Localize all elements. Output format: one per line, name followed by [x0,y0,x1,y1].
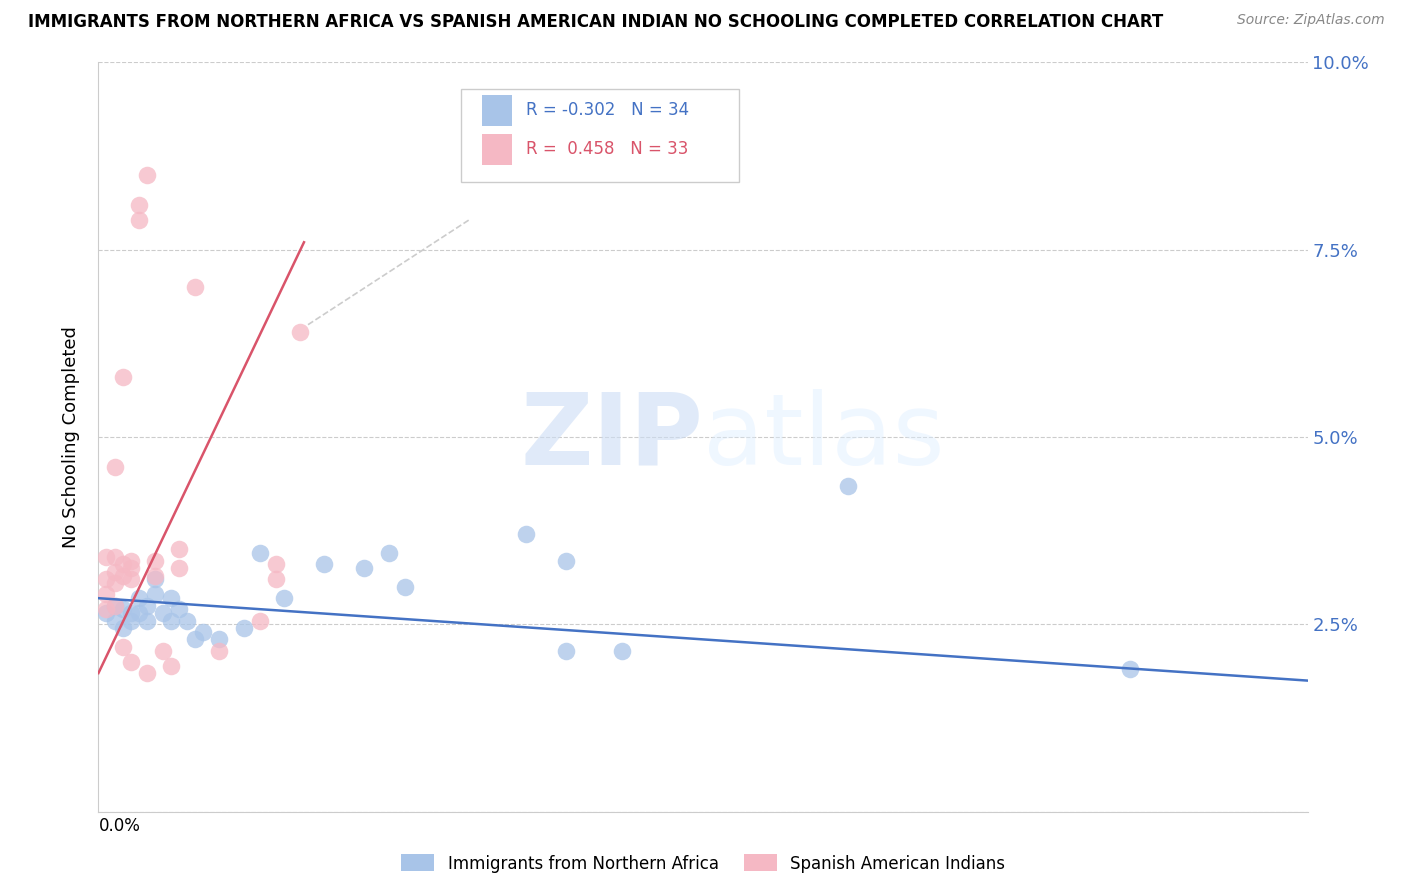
Point [111,602,134,616]
Point [96,602,118,616]
Point [120,655,142,669]
Point [111,558,134,572]
Point [1119,662,1142,676]
Text: R = -0.302   N = 34: R = -0.302 N = 34 [526,102,689,120]
Point [167,542,190,557]
Point [120,554,142,568]
Point [288,325,311,339]
Point [837,479,859,493]
Point [184,632,207,647]
Point [111,370,134,384]
Text: Source: ZipAtlas.com: Source: ZipAtlas.com [1237,13,1385,28]
Point [184,280,207,294]
Text: IMMIGRANTS FROM NORTHERN AFRICA VS SPANISH AMERICAN INDIAN NO SCHOOLING COMPLETE: IMMIGRANTS FROM NORTHERN AFRICA VS SPANI… [28,13,1163,31]
Point [555,554,578,568]
Point [135,168,157,182]
Point [103,599,125,613]
Point [249,546,271,560]
Point [103,549,125,564]
Point [167,602,190,616]
Point [120,561,142,575]
Point [103,614,125,628]
Point [152,606,174,620]
Point [120,573,142,587]
Point [273,591,295,606]
Point [128,606,150,620]
Point [264,573,287,587]
Point [96,549,118,564]
Point [128,198,150,212]
Point [249,614,271,628]
Point [555,643,578,657]
Point [152,643,174,657]
FancyBboxPatch shape [482,95,512,126]
Point [160,591,183,606]
Point [143,568,166,582]
Point [96,573,118,587]
Point [128,212,150,227]
Point [103,460,125,475]
Point [515,527,537,541]
Point [120,614,142,628]
Point [135,599,157,613]
Point [111,568,134,582]
Point [120,606,142,620]
Point [96,606,118,620]
Point [160,614,183,628]
Point [143,587,166,601]
FancyBboxPatch shape [482,134,512,165]
Point [394,580,416,594]
Text: 0.0%: 0.0% [98,817,141,835]
Point [377,546,399,560]
Point [103,576,125,591]
Text: atlas: atlas [703,389,945,485]
Point [128,591,150,606]
Point [160,658,183,673]
Point [143,554,166,568]
Point [353,561,375,575]
Point [232,621,254,635]
Point [103,565,125,579]
Text: R =  0.458   N = 33: R = 0.458 N = 33 [526,140,689,159]
FancyBboxPatch shape [461,88,740,182]
Legend: Immigrants from Northern Africa, Spanish American Indians: Immigrants from Northern Africa, Spanish… [394,847,1012,880]
Point [167,561,190,575]
Point [143,573,166,587]
Point [193,624,215,639]
Point [208,632,231,647]
Point [111,621,134,635]
Text: ZIP: ZIP [520,389,703,485]
Point [612,643,634,657]
Point [208,643,231,657]
Point [96,587,118,601]
Point [264,558,287,572]
Point [314,558,336,572]
Point [103,599,125,613]
Point [176,614,198,628]
Y-axis label: No Schooling Completed: No Schooling Completed [62,326,80,548]
Point [135,614,157,628]
Point [135,666,157,681]
Point [111,640,134,654]
